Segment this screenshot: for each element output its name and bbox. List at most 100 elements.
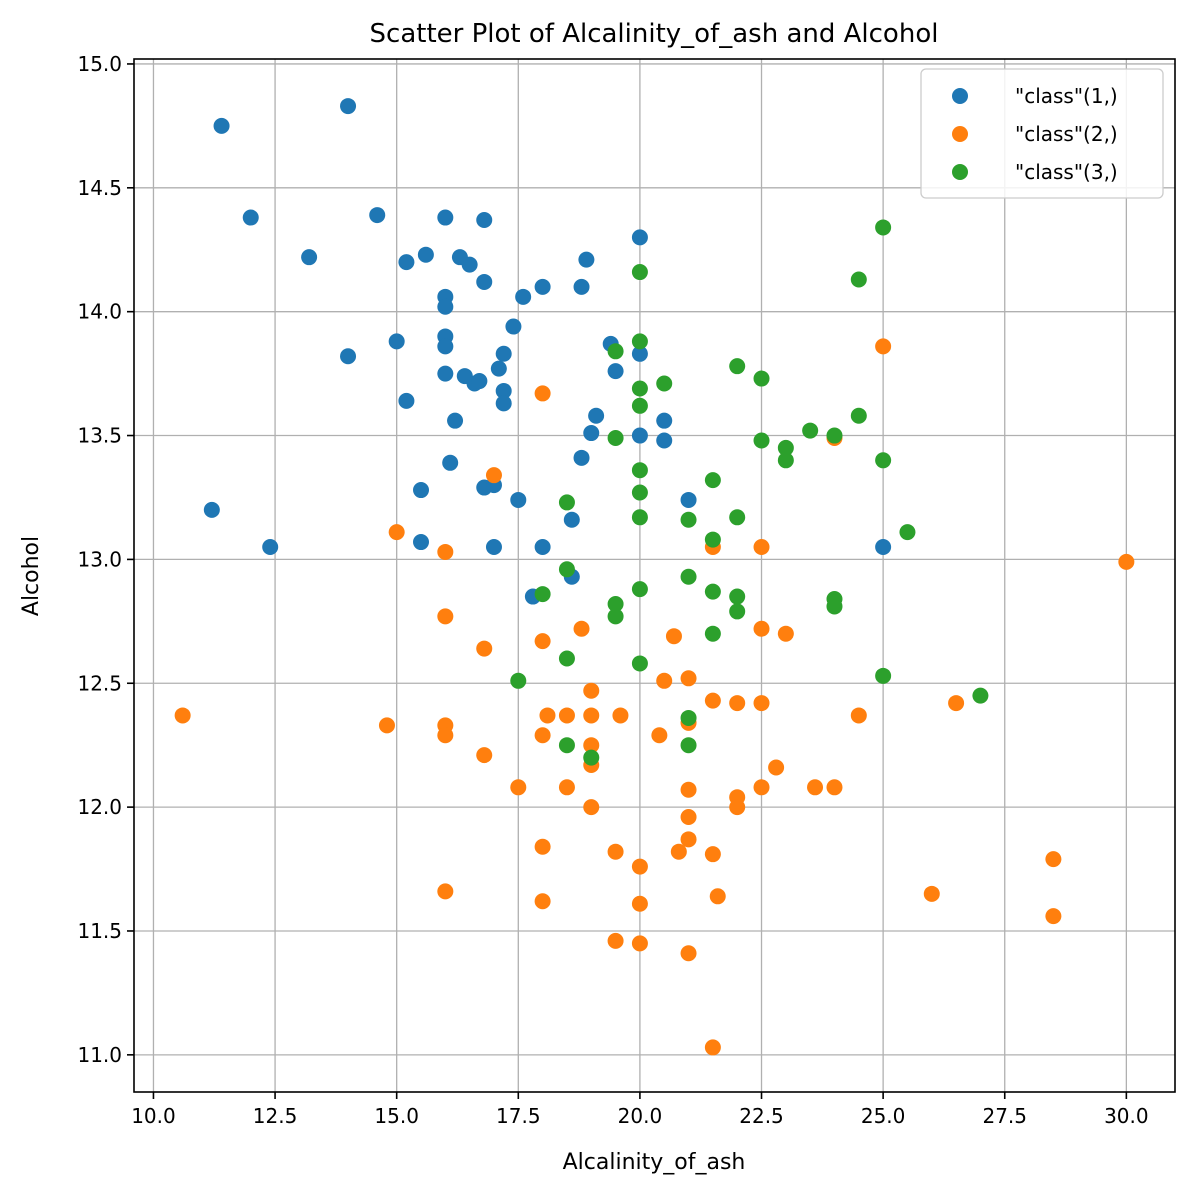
scatter-point [495, 345, 512, 362]
scatter-point [631, 462, 648, 479]
scatter-point [583, 749, 600, 766]
x-axis-label: Alcalinity_of_ash [563, 1150, 746, 1175]
scatter-point [631, 509, 648, 526]
scatter-point [607, 595, 624, 612]
scatter-point [826, 779, 843, 796]
scatter-point [242, 209, 259, 226]
scatter-point [631, 427, 648, 444]
scatter-point [729, 799, 746, 816]
scatter-point [802, 422, 819, 439]
scatter-point [607, 608, 624, 625]
legend-label-class-3: "class"(3,) [1015, 160, 1118, 184]
x-tick-label: 10.0 [131, 1104, 176, 1128]
x-tick-label: 30.0 [1104, 1104, 1149, 1128]
scatter-point [471, 373, 488, 390]
scatter-point [495, 382, 512, 399]
scatter-point [753, 539, 770, 556]
scatter-point [437, 209, 454, 226]
scatter-point [631, 333, 648, 350]
scatter-point [437, 727, 454, 744]
scatter-point [651, 727, 668, 744]
scatter-point [539, 707, 556, 724]
scatter-point [413, 482, 430, 499]
scatter-point [704, 583, 721, 600]
scatter-point [1045, 908, 1062, 925]
scatter-point [826, 427, 843, 444]
scatter-point [777, 439, 794, 456]
scatter-point [656, 672, 673, 689]
scatter-point [753, 695, 770, 712]
scatter-point [437, 543, 454, 560]
scatter-point [875, 219, 892, 236]
scatter-point [607, 363, 624, 380]
scatter-point [709, 888, 726, 905]
scatter-point [510, 491, 527, 508]
scatter-point [437, 883, 454, 900]
scatter-point [510, 779, 527, 796]
x-tick-label: 22.5 [739, 1104, 784, 1128]
scatter-point [534, 633, 551, 650]
scatter-point [485, 539, 502, 556]
legend-label-class-1: "class"(1,) [1015, 84, 1118, 108]
y-tick-label: 14.0 [77, 300, 122, 324]
scatter-point [490, 360, 507, 377]
scatter-point [388, 524, 405, 541]
scatter-point [534, 586, 551, 603]
scatter-point [753, 432, 770, 449]
scatter-point [850, 407, 867, 424]
scatter-point [485, 467, 502, 484]
legend: "class"(1,) "class"(2,) "class"(3,) [920, 68, 1164, 199]
x-tick-label: 20.0 [618, 1104, 663, 1128]
scatter-point [972, 687, 989, 704]
scatter-point [398, 254, 415, 271]
scatter-point [398, 392, 415, 409]
scatter-point [680, 945, 697, 962]
scatter-point [607, 843, 624, 860]
scatter-point [729, 509, 746, 526]
scatter-point [631, 484, 648, 501]
scatter-point [515, 288, 532, 305]
scatter-point [534, 838, 551, 855]
scatter-point [534, 385, 551, 402]
scatter-point [573, 449, 590, 466]
scatter-point [573, 278, 590, 295]
scatter-point [558, 707, 575, 724]
scatter-point [505, 318, 522, 335]
scatter-point [340, 98, 357, 115]
scatter-point [476, 747, 493, 764]
scatter-point [923, 885, 940, 902]
scatter-point [631, 380, 648, 397]
scatter-point [378, 717, 395, 734]
scatter-point [729, 695, 746, 712]
legend-marker-class-2 [952, 126, 968, 142]
scatter-point [704, 625, 721, 642]
scatter-point [442, 454, 459, 471]
scatter-point [203, 501, 220, 518]
legend-marker-class-3 [952, 164, 968, 180]
scatter-point [631, 397, 648, 414]
scatter-point [534, 278, 551, 295]
scatter-point [534, 893, 551, 910]
scatter-point [476, 273, 493, 290]
scatter-point [875, 667, 892, 684]
scatter-point [768, 759, 785, 776]
scatter-point [369, 207, 386, 224]
x-tick-label: 27.5 [982, 1104, 1027, 1128]
scatter-point [534, 539, 551, 556]
legend-marker-class-1 [952, 88, 968, 104]
scatter-point [680, 568, 697, 585]
scatter-point [612, 707, 629, 724]
y-tick-label: 13.5 [77, 424, 122, 448]
scatter-point [656, 432, 673, 449]
scatter-point [753, 779, 770, 796]
x-tick-label: 25.0 [861, 1104, 906, 1128]
scatter-point [704, 846, 721, 863]
series-class-2 [174, 338, 1135, 1056]
scatter-point [704, 531, 721, 548]
scatter-point [777, 625, 794, 642]
scatter-point [777, 452, 794, 469]
scatter-point [826, 598, 843, 615]
y-tick-label: 14.5 [77, 176, 122, 200]
scatter-point [631, 581, 648, 598]
scatter-point [558, 737, 575, 754]
